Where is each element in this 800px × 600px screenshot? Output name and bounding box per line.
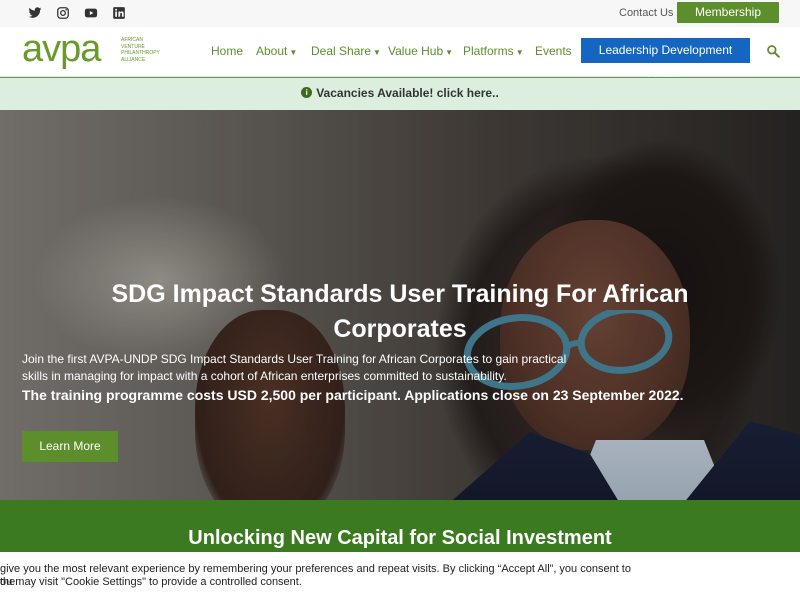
nav-item-label: About (256, 44, 288, 58)
logo-subtitle: AFRICAN VENTURE PHILANTHROPY ALLIANCE (121, 37, 181, 63)
membership-button[interactable]: Membership (677, 2, 779, 23)
section-title: Unlocking New Capital for Social Investm… (188, 527, 612, 549)
cookie-notice: give you the most relevant experience by… (0, 552, 800, 600)
hero-description: Join the first AVPA-UNDP SDG Impact Stan… (22, 352, 567, 383)
cookie-text-line1: give you the most relevant experience by… (0, 563, 631, 588)
logo-subtitle-line: ALLIANCE (121, 56, 146, 63)
nav-item-value-hub[interactable]: Value Hub ▼ (388, 44, 453, 58)
logo-wordmark: avpa (22, 28, 101, 70)
nav-item-label: Events (535, 44, 572, 58)
search-icon[interactable] (766, 44, 780, 58)
avpa-logo[interactable]: avpa AFRICAN VENTURE PHILANTHROPY ALLIAN… (22, 28, 172, 70)
nav-item-label: Home (211, 44, 244, 58)
hero-overlay (0, 110, 800, 500)
twitter-icon[interactable] (28, 6, 42, 20)
logo-subtitle-line: VENTURE (121, 43, 145, 50)
hero-image-hand (195, 310, 345, 500)
nav-item-label: Platforms (463, 44, 514, 58)
logo-subtitle-line: AFRICAN (121, 37, 143, 43)
info-icon: i (301, 87, 313, 99)
chevron-down-icon: ▼ (445, 48, 454, 57)
social-links (28, 6, 126, 20)
chevron-down-icon: ▼ (373, 48, 381, 57)
nav-item-deal-share[interactable]: Deal Share ▼ (311, 44, 381, 58)
youtube-icon[interactable] (84, 6, 98, 20)
nav-item-platforms[interactable]: Platforms ▼ (463, 44, 524, 58)
chevron-down-icon: ▼ (289, 48, 298, 57)
logo-subtitle-line: PHILANTHROPY (121, 50, 160, 56)
nav-item-about[interactable]: About ▼ (256, 44, 297, 58)
instagram-icon[interactable] (56, 6, 70, 20)
chevron-down-icon: ▼ (515, 48, 524, 57)
nav-item-home[interactable]: Home (211, 44, 243, 58)
top-bar: Contact Us Membership (0, 0, 800, 27)
hero-highlight: The training programme costs USD 2,500 p… (22, 387, 684, 403)
hero-title: SDG Impact Standards User Training For A… (111, 280, 689, 343)
leadership-development-centre-button[interactable]: Leadership Development Centre (581, 38, 750, 82)
nav-item-label: Deal Share (311, 44, 372, 58)
contact-us-link[interactable]: Contact Us (619, 7, 674, 19)
hero-image-face (500, 220, 690, 450)
nav-item-label: Value Hub (388, 44, 444, 58)
linkedin-icon[interactable] (112, 6, 126, 20)
vacancy-text: Vacancies Available! click here.. (316, 86, 499, 100)
nav-item-events[interactable]: Events (535, 44, 572, 58)
hero-image-glasses (463, 310, 673, 390)
hero-banner: SDG Impact Standards User Training For A… (0, 110, 800, 500)
cookie-text-line2: ou may visit "Cookie Settings" to provid… (0, 576, 302, 588)
capital-section: Unlocking New Capital for Social Investm… (0, 500, 800, 552)
site-header: avpa AFRICAN VENTURE PHILANTHROPY ALLIAN… (0, 27, 800, 82)
learn-more-button[interactable]: Learn More (22, 431, 118, 462)
vacancy-banner[interactable]: i Vacancies Available! click here.. (0, 77, 800, 111)
